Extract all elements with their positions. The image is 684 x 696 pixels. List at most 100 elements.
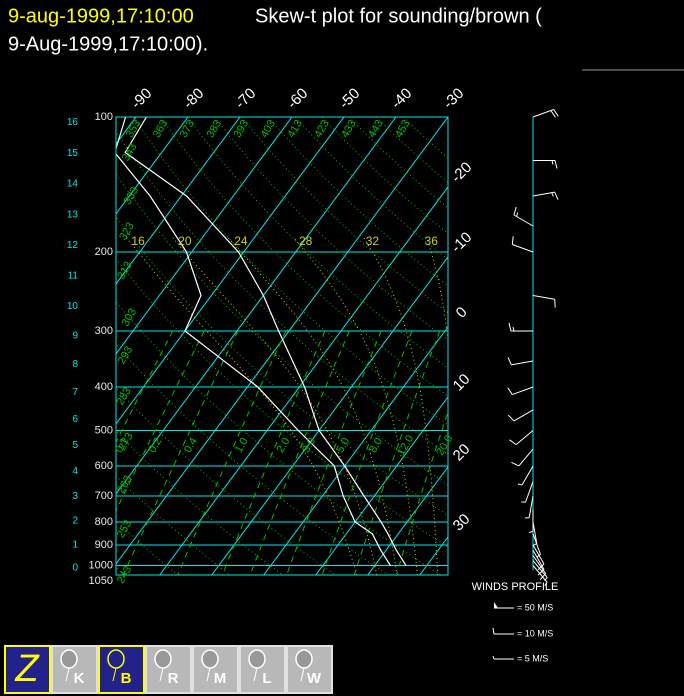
moist-adiabat [362,236,439,575]
barb-part [532,543,538,546]
header-title: Skew-t plot for sounding/brown ( [255,5,542,27]
pressure-label: 300 [95,325,113,337]
wind-barb [507,386,534,396]
height-label: 1 [72,539,78,550]
pressure-label: 1050 [89,575,113,587]
isotherm [116,117,189,215]
button-label: M [214,670,227,687]
height-label: 13 [67,209,79,220]
balloon [201,649,219,669]
tool-button[interactable]: L [239,645,286,694]
balloon [107,649,125,669]
wind-barb [507,357,534,366]
height-label: 15 [67,148,79,159]
dry-adiabat [116,475,231,575]
mixing-ratio-line [116,330,205,512]
height-label: 3 [72,491,78,502]
plot-lines [116,117,448,575]
height-label: 9 [72,330,78,341]
balloon-string [112,667,117,682]
moist-adiabat [171,236,378,575]
tool-button[interactable]: R [145,645,192,694]
moist-adiabat-label: 32 [366,234,380,248]
wind-barb [528,509,534,533]
wind-barb [532,294,556,308]
height-label: 8 [72,359,78,370]
button-face [4,645,51,694]
isotherm [367,466,448,575]
wind-barb [532,109,559,118]
barb-part [539,573,546,581]
barb-part [553,109,559,117]
tool-button[interactable]: K [51,645,98,694]
temperature-line [124,117,407,566]
pressure-label: 900 [95,539,113,551]
wind-barb [509,430,534,446]
barb-part [517,483,523,486]
button-label: Z [14,648,40,690]
header-title-2: 9-Aug-1999,17:10:00). [8,33,208,55]
height-label: 7 [72,387,78,398]
barb-part [512,326,515,332]
plot-overlay: 1002003004005006007008009001000105001234… [4,85,559,694]
legend-text: = 10 M/S [517,628,553,638]
isotherm [315,396,448,575]
barb-part [544,582,548,586]
tool-button[interactable]: B [98,645,145,694]
mixing-ratio-line [122,330,239,575]
dewpoint-line [116,117,391,566]
barb-part [532,544,545,565]
wind-barb [508,322,533,332]
isotherm [116,117,448,565]
tool-button[interactable]: W [286,645,333,694]
barb-part [509,439,517,446]
legend-pennant [494,602,498,608]
wind-barb [517,465,534,486]
barb-part [508,322,512,332]
height-label: 5 [72,440,78,451]
pressure-label: 200 [95,246,113,258]
tool-button[interactable]: M [192,645,239,694]
legend-barb [494,602,514,609]
isotherm [116,117,345,425]
pressure-label: 600 [95,460,113,472]
height-label: 16 [67,117,79,128]
isotherm [116,117,293,355]
button-label: W [307,670,322,687]
isotherm [211,256,448,575]
wind-barb [525,495,534,519]
legend-text: = 50 M/S [517,602,553,612]
legend-tick [492,627,495,635]
balloon [248,649,266,669]
balloon-string [300,667,305,682]
mixing-ratio-line [321,330,413,575]
balloon [295,649,313,669]
barb-part [532,191,555,197]
barb-part [513,409,534,422]
isotherm [159,186,448,575]
pressure-label: 800 [95,516,113,528]
tool-button[interactable]: Z [4,645,51,694]
barb-part [532,109,554,118]
pressure-label: 500 [95,424,113,436]
wind-barb [521,481,534,503]
balloon-string [65,667,70,682]
height-label: 11 [68,271,79,282]
legend-barb [492,655,514,660]
moist-adiabat-label: 16 [131,234,145,248]
height-label: 0 [72,563,78,574]
moist-adiabat-label: 24 [234,234,248,248]
barb-part [554,160,558,169]
height-label: 12 [67,240,79,251]
height-label: 4 [72,466,78,477]
button-label: R [168,670,179,687]
barb-part [532,294,555,300]
wind-barb [532,521,538,546]
barb-part [512,386,534,396]
pressure-label: 400 [95,381,113,393]
button-label: K [74,670,85,687]
barb-part [512,244,534,253]
mixing-ratio-line [353,330,441,575]
